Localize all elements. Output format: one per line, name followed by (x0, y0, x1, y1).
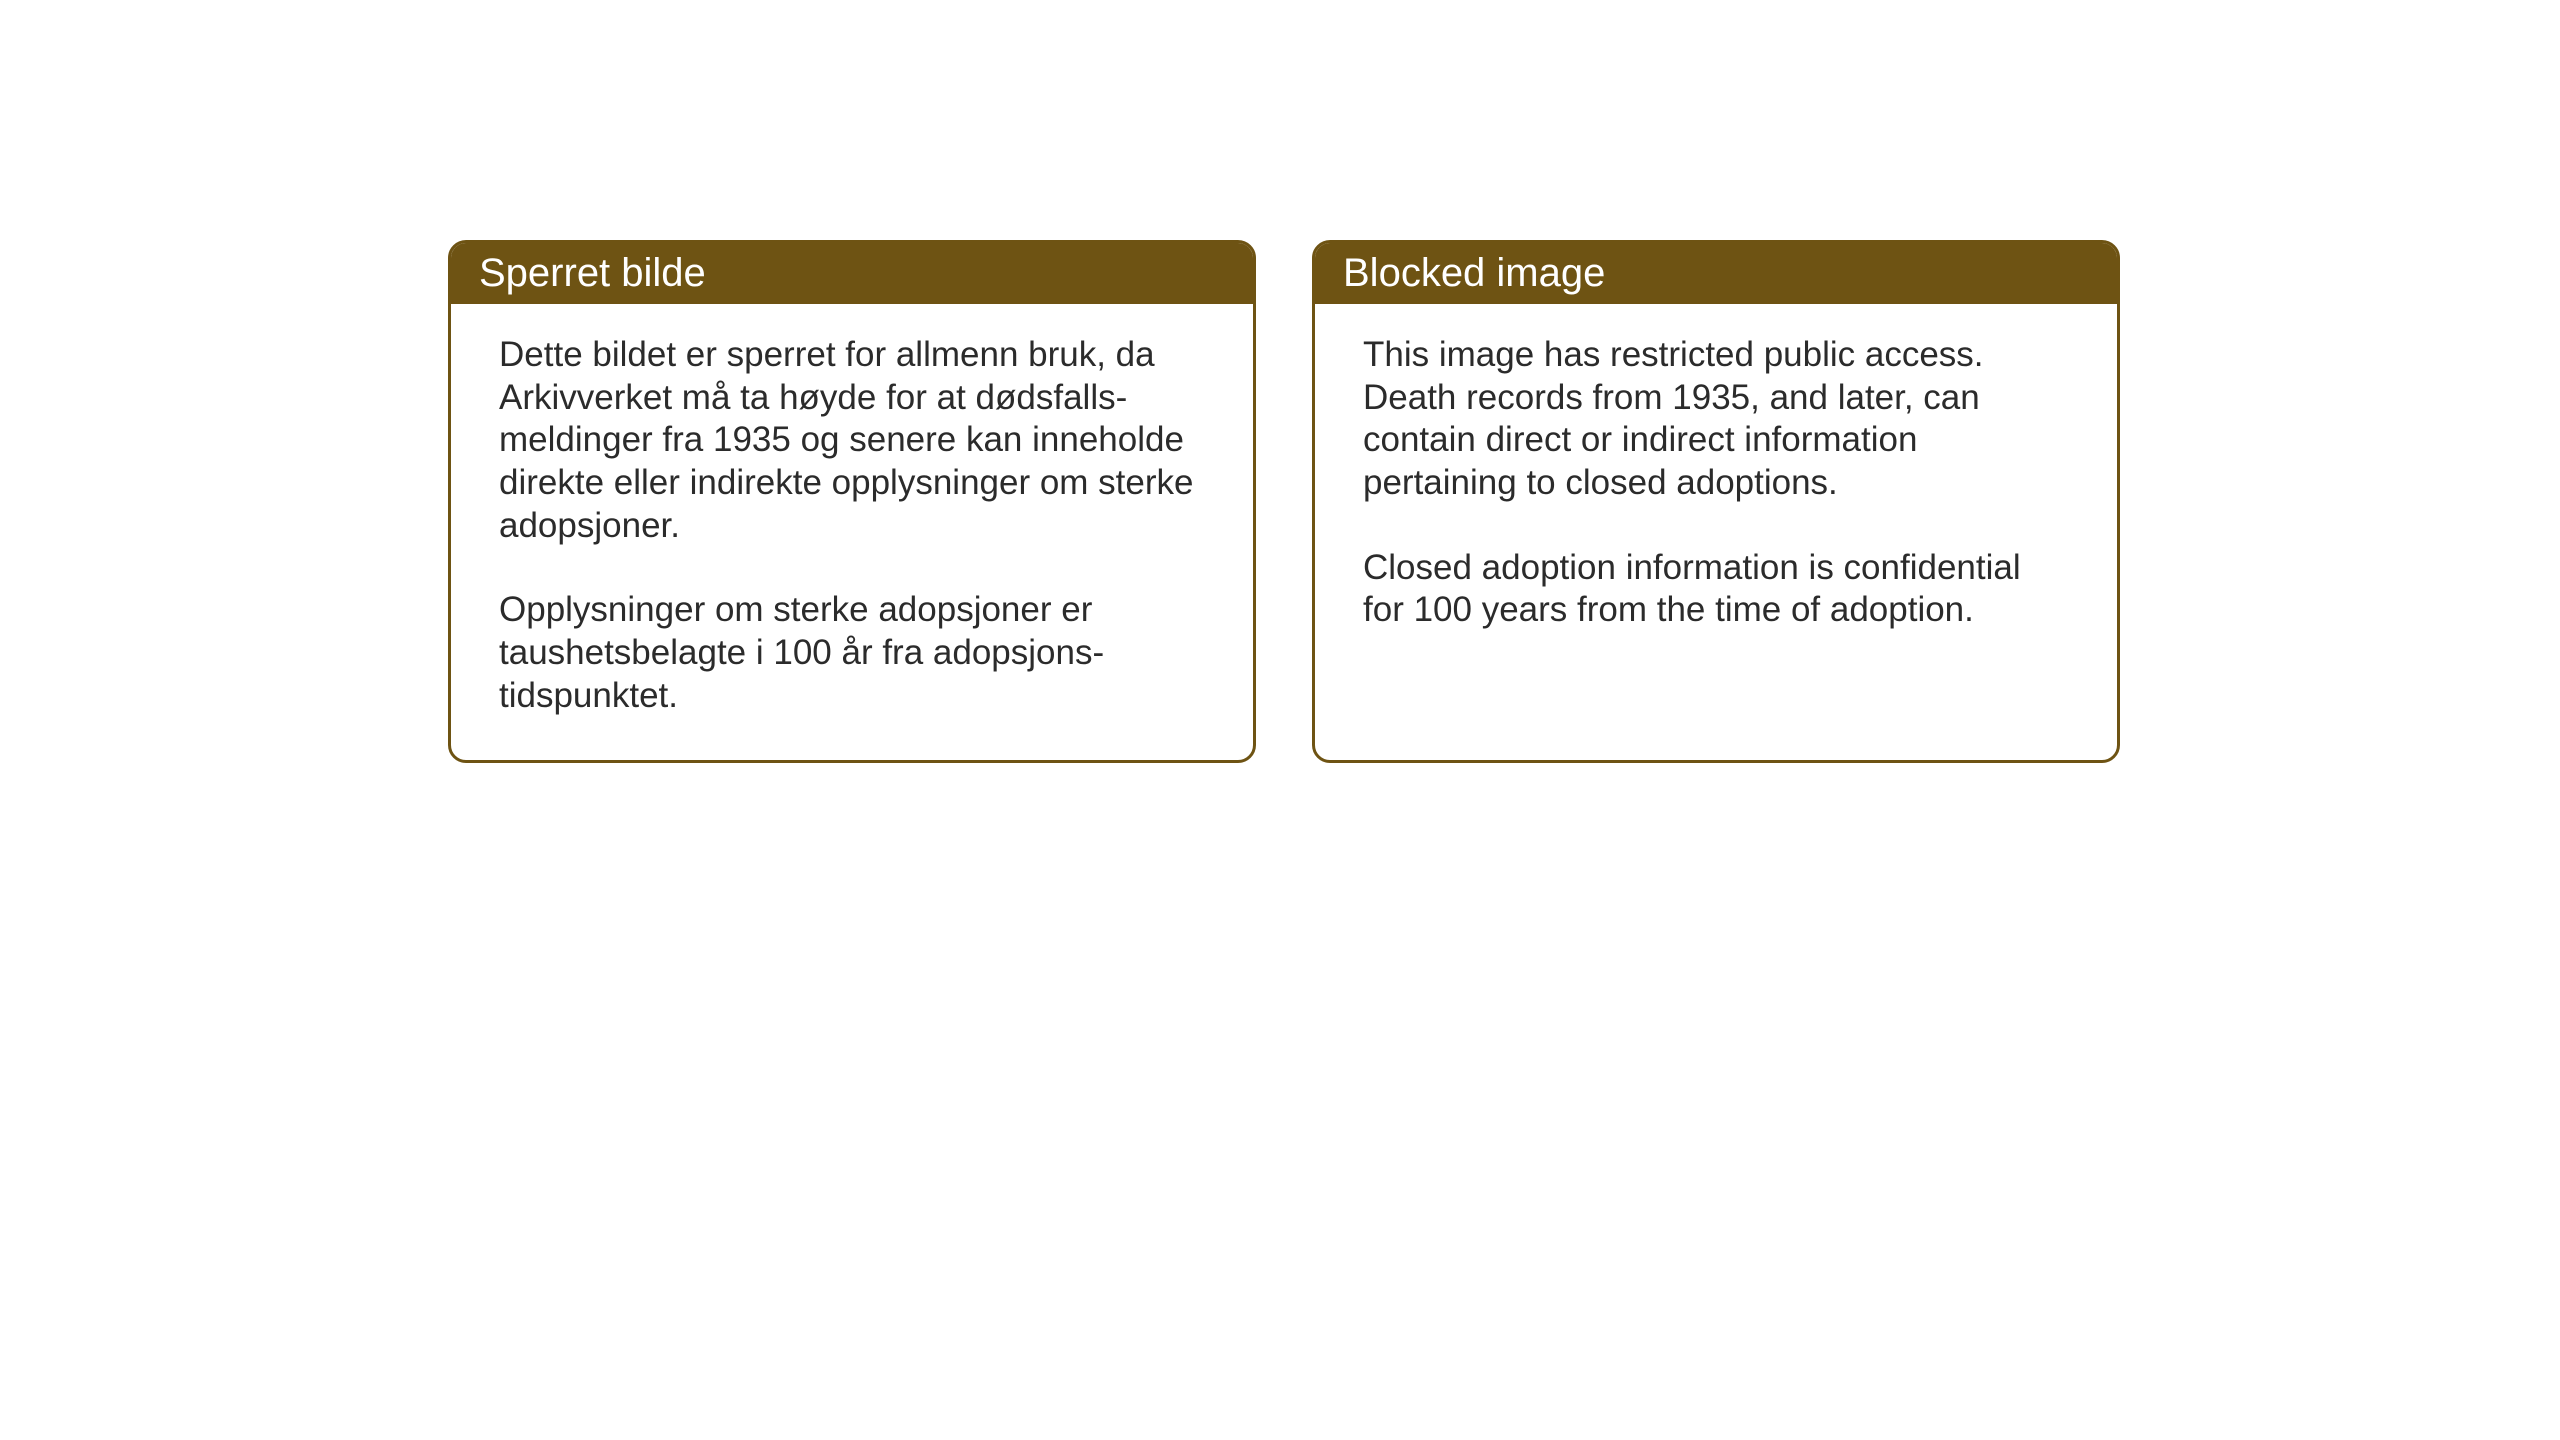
card-paragraph-2-english: Closed adoption information is confident… (1363, 547, 2069, 632)
card-header-english: Blocked image (1315, 243, 2117, 304)
card-paragraph-2-norwegian: Opplysninger om sterke adopsjoner er tau… (499, 589, 1205, 717)
card-title-english: Blocked image (1343, 251, 1605, 295)
card-paragraph-1-norwegian: Dette bildet er sperret for allmenn bruk… (499, 334, 1205, 547)
notice-card-norwegian: Sperret bilde Dette bildet er sperret fo… (448, 240, 1256, 763)
notice-card-english: Blocked image This image has restricted … (1312, 240, 2120, 763)
card-header-norwegian: Sperret bilde (451, 243, 1253, 304)
notice-cards-container: Sperret bilde Dette bildet er sperret fo… (448, 240, 2120, 763)
card-body-norwegian: Dette bildet er sperret for allmenn bruk… (451, 304, 1253, 760)
card-title-norwegian: Sperret bilde (479, 251, 706, 295)
card-paragraph-1-english: This image has restricted public access.… (1363, 334, 2069, 505)
card-body-english: This image has restricted public access.… (1315, 304, 2117, 749)
